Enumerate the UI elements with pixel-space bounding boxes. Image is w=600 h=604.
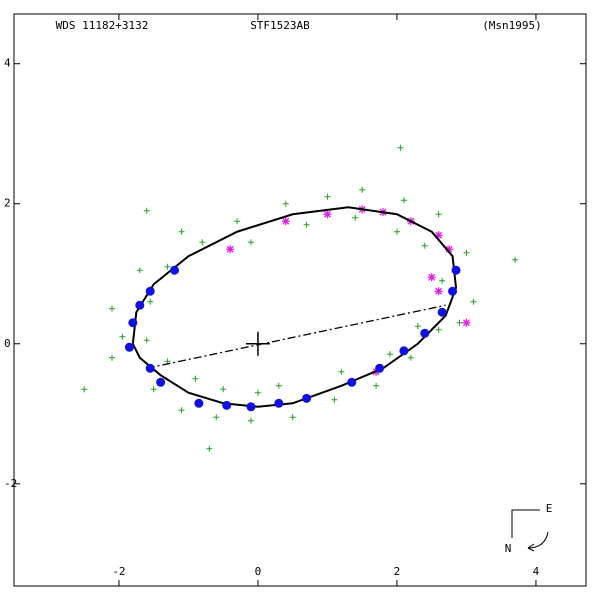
visual-observation — [234, 218, 241, 225]
x-tick-label: 4 — [533, 565, 540, 578]
y-tick-label: 4 — [4, 57, 11, 70]
speckle-observation — [170, 265, 180, 275]
visual-observation — [439, 277, 446, 284]
visual-observation — [282, 200, 289, 207]
speckle-observation — [375, 363, 385, 373]
visual-observation — [289, 414, 296, 421]
speckle-observation — [448, 286, 458, 296]
visual-observation — [199, 239, 206, 246]
speckle-observation — [347, 377, 357, 387]
y-tick-label: 2 — [4, 197, 11, 210]
compass: E N — [505, 502, 553, 555]
visual-observation — [178, 228, 185, 235]
visual-observation — [373, 382, 380, 389]
speckle-observation — [437, 307, 447, 317]
visual-observation — [397, 144, 404, 151]
visual-observation — [275, 382, 282, 389]
visual-observation — [303, 221, 310, 228]
compass-arrowhead — [527, 543, 535, 552]
primary-star — [245, 331, 270, 356]
speckle-observation — [156, 377, 166, 387]
other-observation — [226, 245, 235, 254]
visual-observation — [421, 242, 428, 249]
visual-observation — [147, 298, 154, 305]
line-of-nodes — [146, 304, 446, 369]
header-right: (Msn1995) — [482, 19, 542, 32]
visual-observation — [352, 214, 359, 221]
visual-observation — [178, 407, 185, 414]
y-tick-label: -2 — [4, 477, 17, 490]
speckle-observation — [274, 398, 284, 408]
speckle-observation — [420, 328, 430, 338]
header-left: WDS 11182+3132 — [56, 19, 149, 32]
speckle-observation — [145, 363, 155, 373]
speckle-observation — [135, 300, 145, 310]
compass-east: E — [546, 502, 553, 515]
x-tick-label: 2 — [394, 565, 401, 578]
frame — [13, 13, 587, 587]
visual-observation — [400, 197, 407, 204]
speckle-observation — [246, 402, 256, 412]
speckle-observation — [222, 400, 232, 410]
speckle-observation — [124, 342, 134, 352]
visual-observation — [338, 368, 345, 375]
other-observation — [434, 287, 443, 296]
visual-observation — [414, 323, 421, 330]
visual-observation — [206, 445, 213, 452]
orbit-line — [131, 206, 458, 408]
visual-observation — [324, 193, 331, 200]
compass-arrow — [527, 531, 549, 549]
visual-observation — [136, 267, 143, 274]
visual-observation — [143, 207, 150, 214]
visual-observation — [463, 249, 470, 256]
visual-observation — [220, 386, 227, 393]
speckle-observation — [194, 398, 204, 408]
speckle-observation — [128, 318, 138, 328]
other-observation — [281, 217, 290, 226]
visual-observation — [435, 326, 442, 333]
visual-observation — [213, 414, 220, 421]
other-observation — [462, 318, 471, 327]
visual-observation — [143, 337, 150, 344]
speckle-observation — [451, 265, 461, 275]
visual-observation — [164, 263, 171, 270]
visual-observation — [254, 389, 261, 396]
other-observation — [434, 231, 443, 240]
visual-observation — [248, 239, 255, 246]
visual-observation — [248, 417, 255, 424]
visual-observation — [456, 319, 463, 326]
visual-observation — [435, 211, 442, 218]
speckle-observation — [302, 393, 312, 403]
other-observation — [427, 273, 436, 282]
visual-observation — [407, 354, 414, 361]
chart-title: STF1523AB — [250, 19, 310, 32]
x-tick-label: 0 — [255, 565, 262, 578]
compass-axes — [511, 509, 540, 538]
visual-observation — [108, 305, 115, 312]
visual-observation — [393, 228, 400, 235]
other-observation — [445, 245, 454, 254]
visual-observation — [470, 298, 477, 305]
speckle-observation — [145, 286, 155, 296]
visual-observation — [81, 386, 88, 393]
visual-observation — [119, 333, 126, 340]
visual-observation — [512, 256, 519, 263]
other-observation — [323, 210, 332, 219]
y-tick-label: 0 — [4, 337, 11, 350]
visual-observation — [192, 375, 199, 382]
visual-observation — [108, 354, 115, 361]
compass-north: N — [505, 542, 512, 555]
visual-observation — [387, 351, 394, 358]
x-tick-label: -2 — [112, 565, 125, 578]
visual-observation — [331, 396, 338, 403]
visual-observation — [359, 186, 366, 193]
visual-observation — [150, 386, 157, 393]
speckle-observation — [399, 346, 409, 356]
